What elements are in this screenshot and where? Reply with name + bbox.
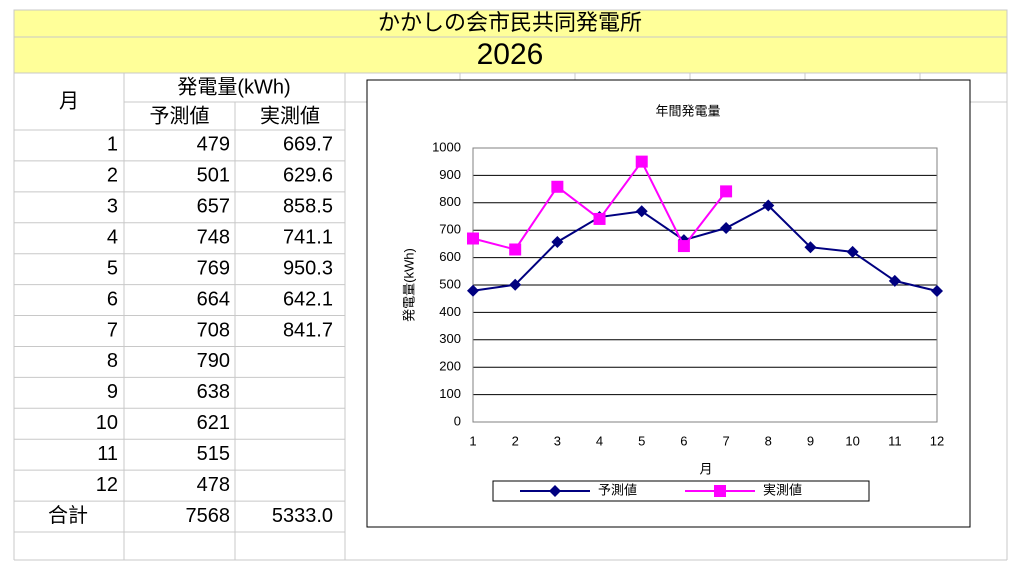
point [467,284,479,297]
header-cell: 発電量(kWh) [177,75,290,98]
header-cell: 月 [59,90,79,112]
x-tick-label: 2 [512,433,519,448]
cell: 629.6 [283,165,333,187]
point [720,185,733,198]
cell: 11 [97,443,118,465]
point [846,245,859,258]
cell: 790 [197,350,230,372]
point [509,243,522,256]
legend-marker [714,485,726,497]
y-tick-label: 100 [439,386,461,401]
cell: 5 [107,257,118,279]
cell: 10 [96,412,118,434]
x-tick-label: 7 [722,433,729,448]
total-cell: 7568 [186,505,231,527]
legend-box [492,480,870,502]
chart-title: 年間発電量 [655,103,720,118]
total-cell: 5333.0 [272,505,333,527]
title-row [13,9,1008,38]
cell: 950.3 [283,257,333,279]
cell: 769 [197,257,230,279]
total-cell: 合計 [48,504,88,527]
legend-marker [549,485,561,497]
cell: 12 [96,474,118,496]
x-tick-label: 11 [888,433,902,448]
x-tick-label: 8 [765,433,772,448]
cell: 7 [107,319,118,341]
cell: 3 [107,196,118,218]
x-axis-label: 月 [699,461,712,476]
y-tick-label: 400 [439,304,461,319]
cell: 664 [197,288,230,310]
cell: 478 [197,474,230,496]
cell: 6 [107,288,118,310]
point [762,199,775,212]
x-tick-label: 12 [930,433,944,448]
y-tick-label: 200 [439,359,461,374]
y-axis-label: 発電量(kWh) [401,248,416,322]
cell: 8 [107,350,118,372]
cell: 479 [197,134,230,156]
x-tick-label: 9 [807,433,814,448]
legend-label: 予測値 [598,482,637,497]
year: 2026 [477,38,544,71]
cell: 2 [107,165,118,187]
point [467,232,479,245]
header-cell: 実測値 [260,104,320,127]
cell: 748 [197,227,230,249]
point [635,155,648,168]
point [593,212,606,225]
x-tick-label: 4 [596,433,603,448]
cell: 708 [197,319,230,341]
y-tick-label: 0 [454,413,461,428]
cell: 858.5 [283,196,333,218]
cell: 1 [107,134,118,156]
cell: 621 [197,412,230,434]
cell: 741.1 [283,227,333,249]
cell: 638 [197,381,230,403]
year-row [13,36,1008,74]
header-cell: 予測値 [150,104,210,127]
y-tick-label: 500 [439,276,461,291]
cell: 841.7 [283,319,333,341]
point [677,240,690,253]
y-tick-label: 600 [439,249,461,264]
point [888,274,901,287]
x-tick-label: 3 [554,433,561,448]
chart-area [366,79,971,528]
y-tick-label: 700 [439,222,461,237]
cell: 501 [197,165,230,187]
point [635,205,648,218]
point [720,222,733,235]
point [551,180,564,193]
y-tick-label: 900 [439,167,461,182]
y-tick-label: 300 [439,331,461,346]
y-tick-label: 1000 [432,139,461,154]
x-tick-label: 5 [638,433,645,448]
cell: 642.1 [283,288,333,310]
sheet-title: かかしの会市民共同発電所 [378,10,642,35]
cell: 9 [107,381,118,403]
cell: 669.7 [283,134,333,156]
point [551,235,564,248]
legend-label: 実測値 [763,482,802,497]
y-tick-label: 800 [439,194,461,209]
cell: 657 [197,196,230,218]
x-tick-label: 6 [680,433,687,448]
cell: 4 [107,227,118,249]
point [804,241,817,254]
cell: 515 [197,443,230,465]
point [931,285,943,298]
point [509,278,522,291]
series-line [472,204,938,293]
x-tick-label: 1 [469,433,476,448]
x-tick-label: 10 [845,433,859,448]
